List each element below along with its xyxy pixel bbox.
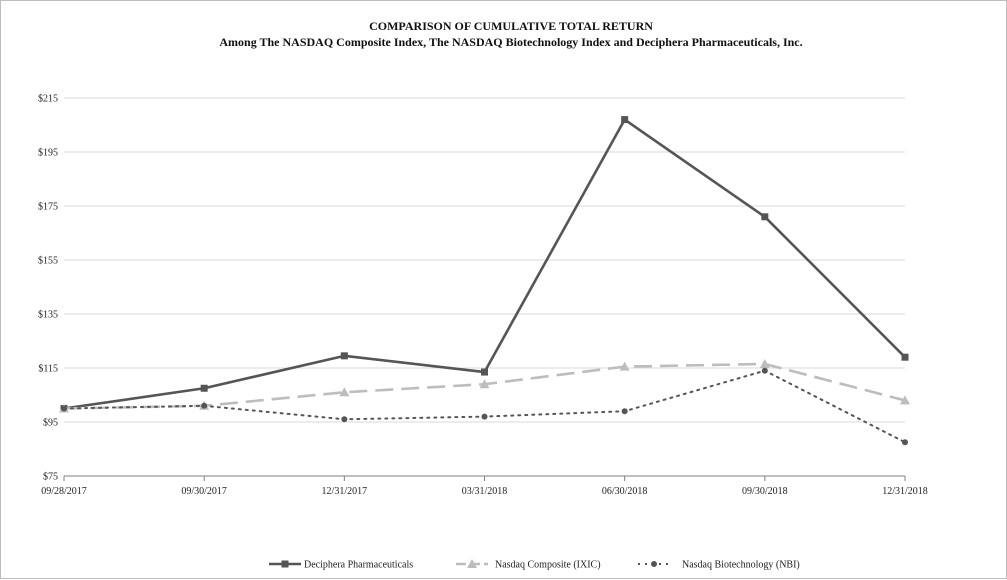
y-tick-label: $135 [38, 310, 58, 321]
series-group [59, 358, 910, 413]
chart-title: COMPARISON OF CUMULATIVE TOTAL RETURN [369, 19, 653, 33]
x-tick-label: 09/30/2017 [181, 486, 227, 497]
data-point [481, 413, 488, 420]
y-tick-label: $195 [38, 148, 58, 159]
data-point [761, 213, 769, 221]
data-point [900, 395, 910, 405]
x-tick-label: 09/28/2017 [41, 486, 87, 497]
data-point [481, 368, 488, 376]
legend-label: Deciphera Pharmaceuticals [304, 560, 413, 571]
x-tick-label: 06/30/2018 [602, 486, 648, 497]
data-point [902, 439, 908, 446]
y-tick-label: $75 [43, 472, 58, 483]
axes: $75 $95 $115 $135 $155 $175 $195 $215 09/28/2017… [38, 94, 928, 498]
legend: Deciphera Pharmaceuticals Nasdaq Composit… [269, 559, 800, 571]
legend-label: Nasdaq Composite (IXIC) [495, 560, 601, 571]
x-tick-label: 03/31/2018 [462, 486, 508, 497]
legend-swatch-marker [281, 560, 289, 568]
y-tick-label: $215 [38, 94, 58, 105]
legend-swatch-marker [651, 561, 657, 567]
legend-label: Nasdaq Biotechnology (NBI) [682, 560, 800, 571]
y-tick-label: $115 [38, 364, 58, 375]
x-tick-label: 12/31/2017 [322, 486, 368, 497]
x-tick-label: 09/30/2018 [742, 486, 788, 497]
data-point [479, 379, 490, 389]
data-point [621, 408, 628, 415]
series-lines [59, 116, 910, 446]
data-point [340, 352, 348, 360]
x-tick-label: 12/31/2018 [882, 486, 928, 497]
data-point [901, 353, 909, 361]
legend-item: Nasdaq Biotechnology (NBI) [638, 560, 800, 571]
y-tick-label: $175 [38, 202, 58, 213]
data-point [339, 387, 350, 397]
data-point [759, 358, 770, 368]
data-point [621, 116, 629, 124]
data-point [200, 384, 208, 392]
y-tick-label: $95 [43, 418, 58, 429]
legend-item: Nasdaq Composite (IXIC) [456, 559, 601, 571]
series-line [63, 118, 906, 410]
chart-subtitle: Among The NASDAQ Composite Index, The NA… [219, 35, 802, 49]
gridlines [64, 97, 905, 423]
y-tick-label: $155 [38, 256, 58, 267]
data-point [619, 361, 630, 371]
data-point [341, 416, 348, 423]
data-point [761, 367, 768, 374]
data-point [201, 402, 208, 409]
series-group [61, 367, 908, 446]
data-point [61, 405, 67, 412]
legend-item: Deciphera Pharmaceuticals [269, 560, 413, 571]
legend-swatch-marker [467, 559, 477, 568]
